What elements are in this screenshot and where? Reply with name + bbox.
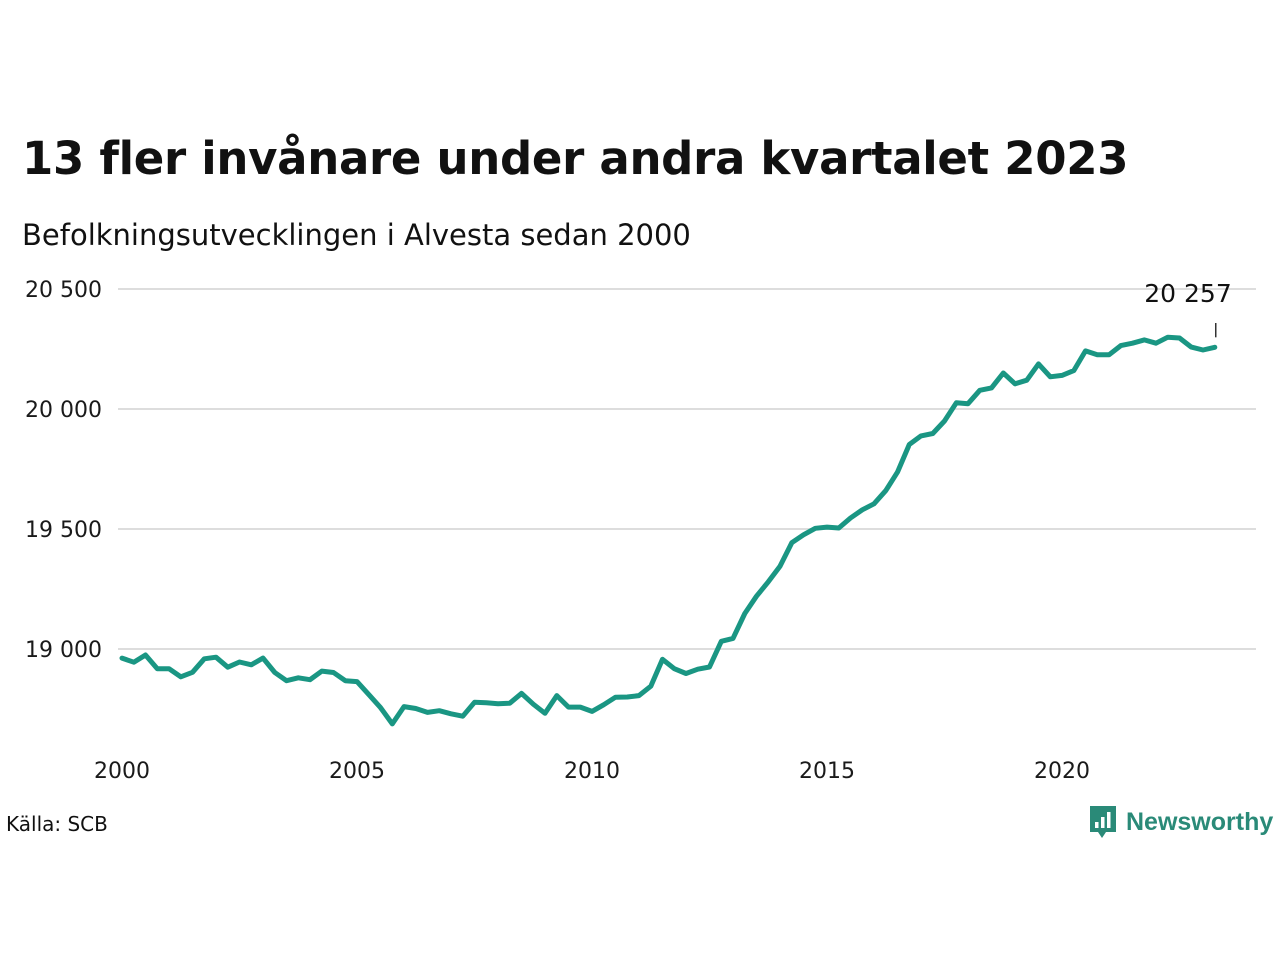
- last-value-label: 20 257: [1144, 279, 1231, 308]
- series-population: [119, 334, 1218, 727]
- x-tick-label: 2000: [94, 759, 150, 784]
- x-tick-label: 2020: [1034, 759, 1090, 784]
- x-tick-label: 2005: [329, 759, 385, 784]
- population-line: [119, 334, 1218, 727]
- y-axis-tick-labels: 19 000 19 500 20 000 20 500: [25, 278, 102, 663]
- newsworthy-logo-icon: [1090, 806, 1116, 838]
- x-tick-label: 2010: [564, 759, 620, 784]
- brand-name: Newsworthy: [1126, 807, 1274, 836]
- x-tick-label: 2015: [799, 759, 855, 784]
- chart-title: 13 fler invånare under andra kvartalet 2…: [22, 132, 1129, 185]
- y-gridlines: [118, 288, 1256, 650]
- y-tick-label: 19 000: [25, 638, 102, 663]
- chart-subtitle: Befolkningsutvecklingen i Alvesta sedan …: [22, 218, 691, 252]
- last-value-annotation: 20 257: [1144, 279, 1232, 338]
- source-note: Källa: SCB: [6, 812, 108, 836]
- y-tick-label: 20 000: [25, 398, 102, 423]
- brand-logo[interactable]: Newsworthy: [1088, 804, 1273, 840]
- y-tick-label: 20 500: [25, 278, 102, 303]
- y-tick-label: 19 500: [25, 518, 102, 543]
- line-chart: 19 000 19 500 20 000 20 500 2000 2005 2010 201…: [25, 278, 1256, 784]
- x-axis-tick-labels: 2000 2005 2010 2015 2020: [94, 759, 1090, 784]
